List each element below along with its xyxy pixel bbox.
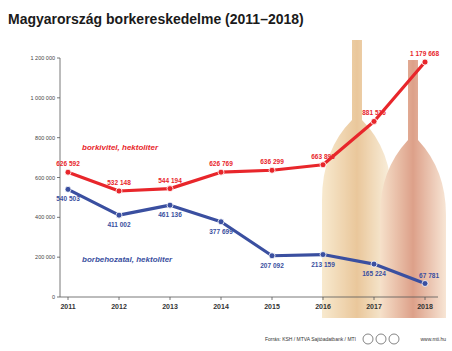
data-label: 461 136 [158,211,182,218]
x-tick-label: 2011 [60,303,75,310]
data-label: 411 002 [107,221,131,228]
point [320,252,326,258]
data-label: 207 092 [260,262,284,269]
x-tick [119,297,120,300]
point [218,219,224,225]
y-tick-label: 0 [52,294,55,300]
x-axis [60,297,438,298]
x-tick [221,297,222,300]
point [65,186,71,192]
point [269,253,275,259]
data-labels: 626 592 532 148 544 194 626 769 636 299 663 8… [56,50,439,278]
data-label: 626 769 [209,160,233,167]
point [371,261,377,267]
point [320,162,326,168]
decoration [322,40,446,320]
data-label: 626 592 [56,160,80,167]
logo [376,334,386,344]
point [167,186,173,192]
series-name: borkivitel, hektoliter [82,143,159,152]
y-tick-label: 400 000 [35,214,55,220]
website: www.mti.hu [420,336,446,342]
y-tick [57,217,60,218]
data-label: 544 194 [158,177,182,184]
point [218,169,224,175]
x-tick-label: 2013 [162,303,178,310]
x-tick [374,297,375,300]
title: Magyarország borkereskedelme (2011–2018) [8,11,304,27]
data-label: 532 148 [107,179,131,186]
y-tick [57,257,60,258]
footer-bg [0,318,452,351]
y-tick [57,177,60,178]
y-tick [57,297,60,298]
data-label: 67 781 [419,272,439,279]
data-label: 663 893 [311,153,335,160]
x-tick [170,297,171,300]
data-label: 213 159 [311,261,335,268]
source: Forrás: KSH / MTVA Sajtóadatbank / MTI [265,336,356,342]
y-tick [57,58,60,59]
y-tick-label: 200 000 [35,254,55,260]
point [116,188,122,194]
x-tick-label: 2014 [213,303,229,310]
point [422,59,428,65]
data-label: 540 503 [56,195,80,202]
marks [65,59,428,286]
data-label: 165 224 [362,270,386,277]
point [269,167,275,173]
chart-root: Magyarország borkereskedelme (2011–2018)… [0,0,452,351]
bottle [380,60,446,320]
point [116,212,122,218]
y-tick-label: 1 000 000 [31,95,55,101]
y-tick [57,97,60,98]
y-tick-label: 1 200 000 [31,55,55,61]
x-tick [68,297,69,300]
x-tick [272,297,273,300]
x-tick-label: 2018 [417,303,433,310]
series-name: borbehozatal, hektoliter [82,255,173,264]
data-label: 636 299 [260,158,284,165]
x-tick-label: 2017 [366,303,382,310]
logo [389,334,399,344]
x-tick [425,297,426,300]
x-tick [323,297,324,300]
logo [363,334,373,344]
y-tick [57,137,60,138]
point [371,118,377,124]
point [65,169,71,175]
x-tick-label: 2016 [315,303,331,310]
data-label: 1 179 668 [410,50,439,57]
series-line [68,62,425,191]
data-label: 881 516 [362,109,386,116]
data-label: 377 699 [209,228,233,235]
series-line [68,189,425,283]
y-tick-label: 600 000 [35,175,55,181]
x-tick-label: 2012 [111,303,127,310]
y-tick-label: 800 000 [35,135,55,141]
x-tick-label: 2015 [264,303,280,310]
point [422,281,428,287]
point [167,202,173,208]
